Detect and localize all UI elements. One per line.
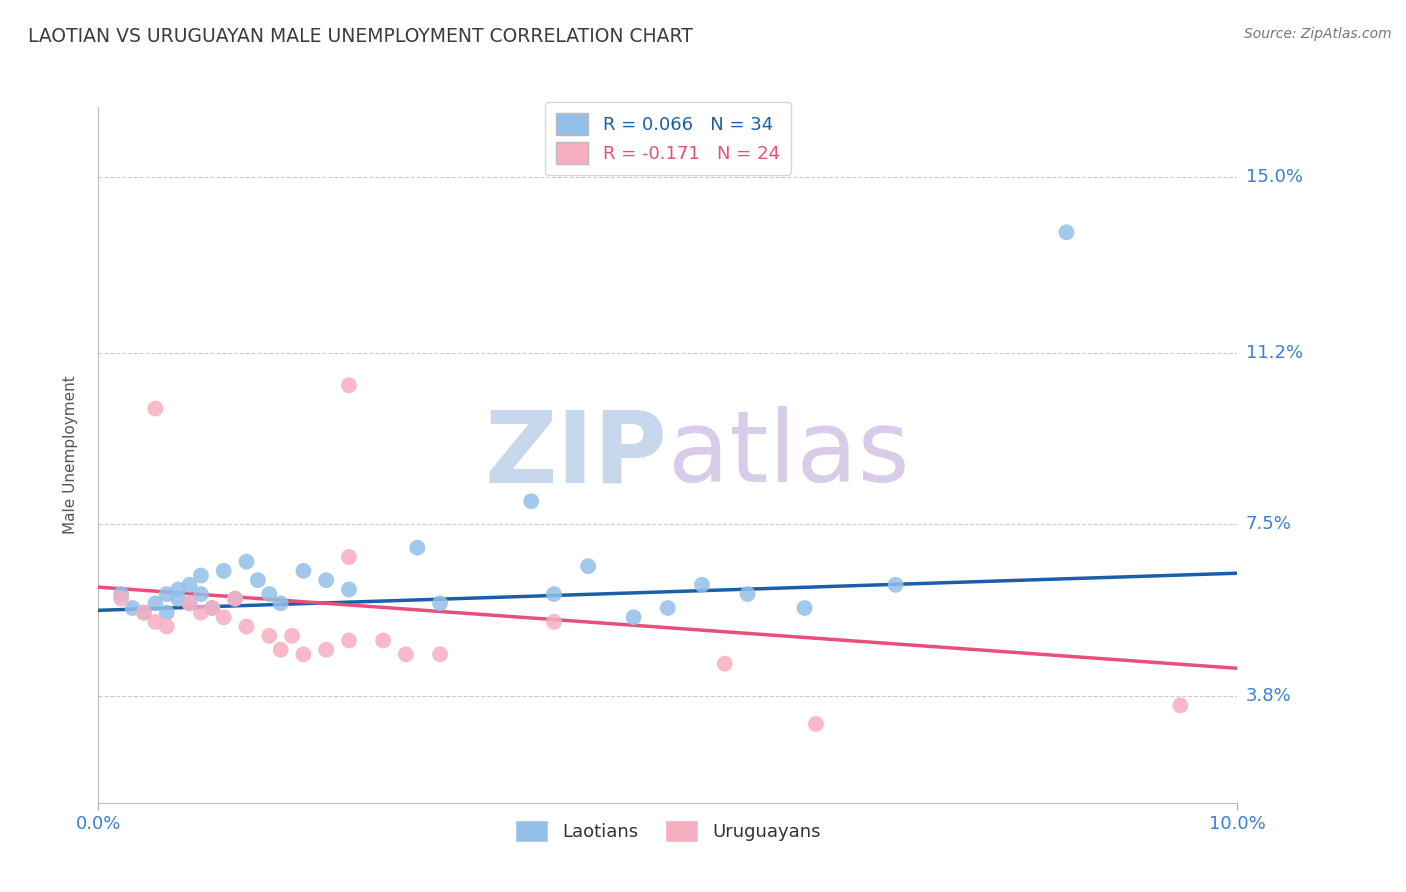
Point [201, 601, 224, 615]
Point [145, 615, 167, 629]
Point [406, 541, 429, 555]
Point [1056, 225, 1078, 239]
Point [132, 606, 155, 620]
Point [543, 615, 565, 629]
Text: ZIP: ZIP [485, 407, 668, 503]
Point [156, 587, 179, 601]
Point [690, 578, 713, 592]
Point [292, 564, 315, 578]
Point [429, 648, 451, 662]
Point [337, 633, 360, 648]
Point [623, 610, 645, 624]
Point [804, 717, 827, 731]
Point [737, 587, 759, 601]
Point [270, 642, 292, 657]
Text: 15.0%: 15.0% [1246, 168, 1302, 186]
Point [292, 648, 315, 662]
Point [110, 587, 132, 601]
Text: atlas: atlas [668, 407, 910, 503]
Point [121, 601, 143, 615]
Text: 3.8%: 3.8% [1246, 687, 1291, 705]
Point [520, 494, 543, 508]
Point [395, 648, 418, 662]
Point [156, 606, 179, 620]
Point [224, 591, 246, 606]
Point [110, 591, 132, 606]
Point [246, 573, 269, 587]
Point [259, 629, 281, 643]
Point [337, 582, 360, 597]
Point [373, 633, 395, 648]
Point [212, 610, 235, 624]
Point [337, 549, 360, 564]
Point [281, 629, 304, 643]
Point [793, 601, 815, 615]
Point [315, 642, 337, 657]
Point [132, 606, 155, 620]
Point [270, 596, 292, 610]
Point [145, 596, 167, 610]
Point [212, 564, 235, 578]
Text: 11.2%: 11.2% [1246, 344, 1303, 362]
Point [543, 587, 565, 601]
Point [156, 619, 179, 633]
Point [179, 578, 201, 592]
Point [190, 568, 212, 582]
Point [884, 578, 907, 592]
Text: LAOTIAN VS URUGUAYAN MALE UNEMPLOYMENT CORRELATION CHART: LAOTIAN VS URUGUAYAN MALE UNEMPLOYMENT C… [28, 27, 693, 45]
Point [1170, 698, 1192, 713]
Point [167, 591, 190, 606]
Point [657, 601, 679, 615]
Point [190, 587, 212, 601]
Y-axis label: Male Unemployment: Male Unemployment [63, 376, 77, 534]
Text: 7.5%: 7.5% [1246, 516, 1292, 533]
Point [235, 555, 257, 569]
Point [167, 582, 190, 597]
Point [190, 606, 212, 620]
Point [235, 619, 257, 633]
Point [179, 596, 201, 610]
Text: Source: ZipAtlas.com: Source: ZipAtlas.com [1244, 27, 1392, 41]
Point [337, 378, 360, 392]
Point [714, 657, 737, 671]
Point [429, 596, 451, 610]
Point [179, 596, 201, 610]
Point [224, 591, 246, 606]
Legend: Laotians, Uruguayans: Laotians, Uruguayans [508, 813, 828, 849]
Point [576, 559, 599, 574]
Point [315, 573, 337, 587]
Point [145, 401, 167, 416]
Point [259, 587, 281, 601]
Point [201, 601, 224, 615]
